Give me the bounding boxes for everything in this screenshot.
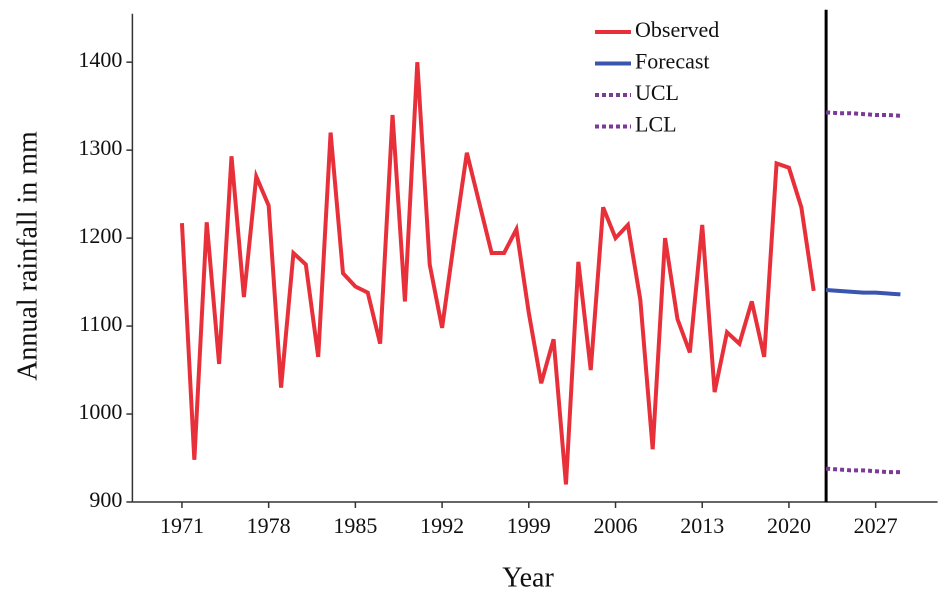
x-tick-label: 1978	[247, 513, 291, 538]
y-tick-label: 900	[89, 487, 122, 512]
series-line	[825, 466, 901, 475]
x-axis-title: Year	[502, 562, 554, 593]
x-tick-label: 1992	[420, 513, 464, 538]
x-tick-label: 1985	[333, 513, 377, 538]
x-tick-label: 2027	[854, 513, 898, 538]
x-tick-label: 1999	[507, 513, 551, 538]
y-tick-label: 1300	[78, 135, 122, 160]
x-tick-label: 2020	[767, 513, 811, 538]
legend-label: Forecast	[635, 49, 710, 74]
y-tick-label: 1200	[78, 223, 122, 248]
y-tick-label: 1000	[78, 399, 122, 424]
legend-label: LCL	[635, 112, 677, 137]
series-line	[825, 110, 901, 118]
legend-label: UCL	[635, 80, 679, 105]
series-line	[179, 62, 816, 485]
y-axis-title: Annual rainfall in mm	[12, 131, 43, 381]
y-tick-label: 1100	[79, 311, 122, 336]
legend-label: Observed	[635, 17, 719, 42]
x-tick-label: 2013	[680, 513, 724, 538]
x-tick-label: 2006	[594, 513, 638, 538]
y-tick-label: 1400	[78, 47, 122, 72]
series-line	[825, 288, 901, 297]
x-tick-label: 1971	[160, 513, 204, 538]
